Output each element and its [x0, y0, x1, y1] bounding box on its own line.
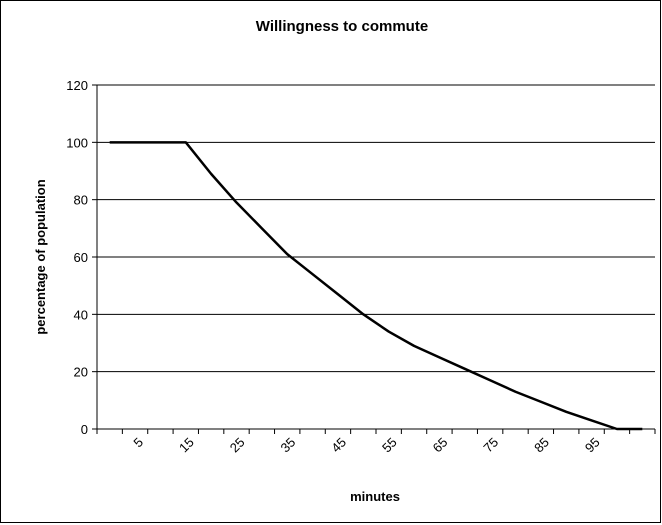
- y-tick-label: 100: [66, 135, 88, 150]
- y-tick-label: 60: [74, 250, 88, 265]
- chart-title: Willingness to commute: [256, 18, 428, 35]
- y-tick-label: 20: [74, 365, 88, 380]
- y-tick-label: 80: [74, 193, 88, 208]
- y-axis-label: percentage of population: [33, 179, 48, 334]
- y-tick-label: 120: [66, 78, 88, 93]
- data-line: [109, 141, 643, 431]
- x-axis-label: minutes: [350, 489, 400, 504]
- y-tick-label: 0: [81, 422, 88, 437]
- y-tick-label: 40: [74, 307, 88, 322]
